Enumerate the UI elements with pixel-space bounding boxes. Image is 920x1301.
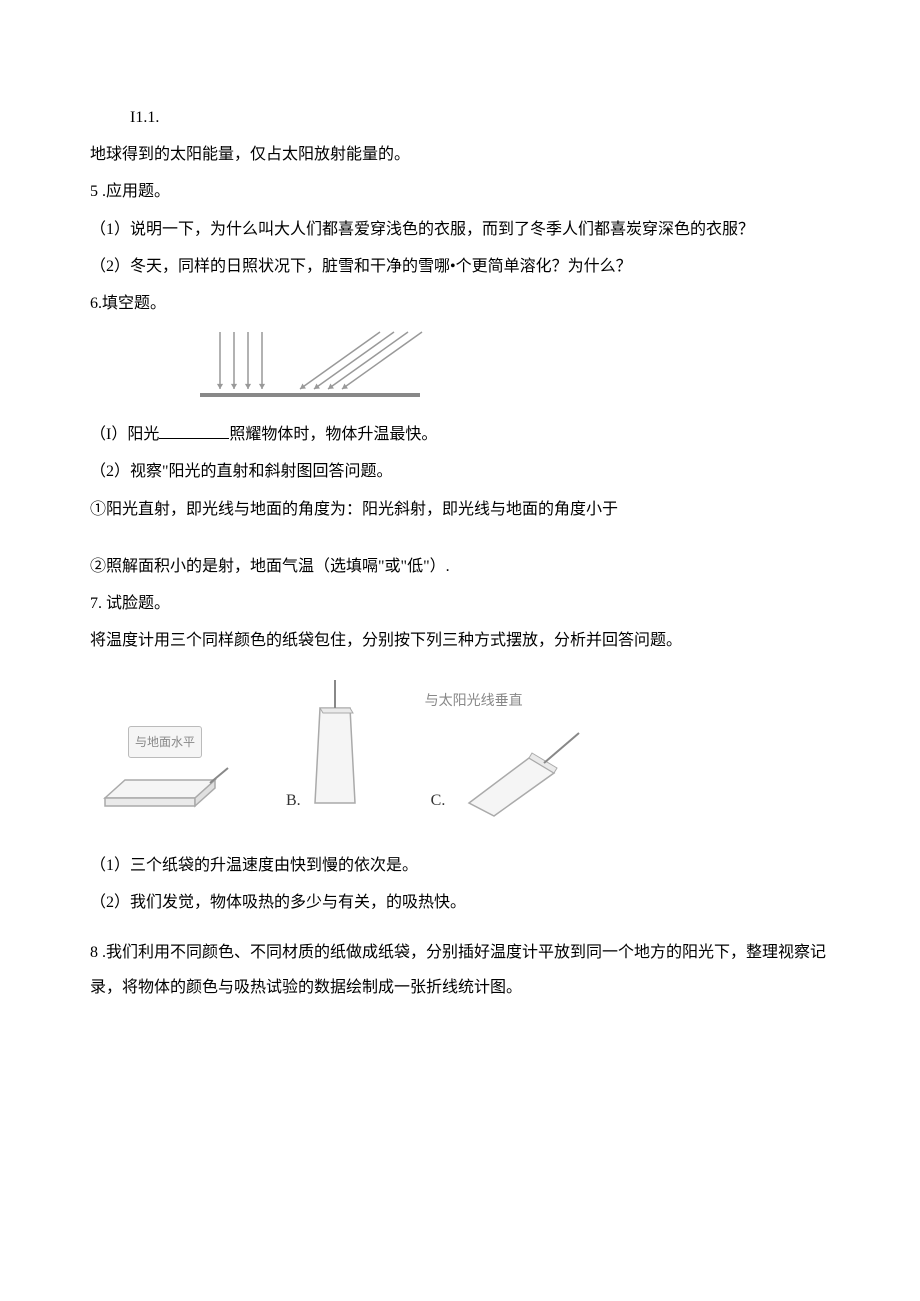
q1-label: I1.1. (90, 100, 830, 135)
q6-1-pre: （I）阳光 (90, 426, 159, 443)
paper-b-letter: B. (286, 783, 301, 818)
paper-item-a: 与地面水平 (100, 726, 230, 818)
sun-diagram (190, 327, 830, 407)
q1-text: 地球得到的太阳能量，仅占太阳放射能量的。 (90, 137, 830, 172)
q5-sub2: （2）冬天，同样的日照状况下，脏雪和干净的雪哪•个更简单溶化？为什么？ (90, 249, 830, 284)
paper-c-caption: 与太阳光线垂直 (425, 687, 523, 718)
q5-sub1: （1）说明一下，为什么叫大人们都喜爱穿浅色的衣服，而到了冬季人们都喜炭穿深色的衣… (90, 212, 830, 247)
q7-sub2: （2）我们发觉，物体吸热的多少与有关，的吸热快。 (90, 885, 830, 920)
paper-item-b: B. (280, 678, 375, 818)
paper-c-svg (449, 718, 589, 818)
q6-sub2-2: ②照解面积小的是射，地面气温（选填嗝"或"低"）. (90, 549, 830, 584)
blank-fill[interactable] (159, 421, 229, 439)
q6-sub2-1: ①阳光直射，即光线与地面的角度为：阳光斜射，即光线与地面的角度小于 (90, 492, 830, 527)
q5-label: 5 .应用题。 (90, 174, 830, 209)
paper-diagram-row: 与地面水平 B. 与太阳光线垂直 C. (100, 678, 830, 818)
q7-text: 将温度计用三个同样颜色的纸袋包住，分别按下列三种方式摆放，分析并回答问题。 (90, 623, 830, 658)
paper-b-svg (305, 678, 375, 818)
q6-label: 6.填空题。 (90, 286, 830, 321)
q7-sub1: （1）三个纸袋的升温速度由快到慢的依次是。 (90, 848, 830, 883)
q6-1-post: 照耀物体时，物体升温最快。 (229, 426, 437, 443)
q6-sub2: （2）视察"阳光的直射和斜射图回答问题。 (90, 454, 830, 489)
q8-text: 8 .我们利用不同颜色、不同材质的纸做成纸袋，分别插好温度计平放到同一个地方的阳… (90, 935, 830, 1005)
paper-c-letter: C. (431, 783, 446, 818)
paper-a-caption: 与地面水平 (128, 726, 202, 758)
q6-sub1: （I）阳光 照耀物体时，物体升温最快。 (90, 417, 830, 452)
paper-item-c: 与太阳光线垂直 C. (425, 687, 590, 818)
paper-a-svg (100, 758, 230, 818)
q7-label: 7. 试脸题。 (90, 586, 830, 621)
